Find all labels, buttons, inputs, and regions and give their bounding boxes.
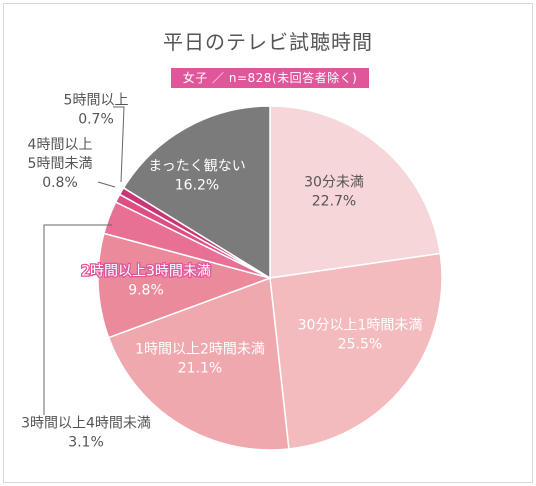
slice-value-label: 22.7% [312,194,356,210]
slice-value-label: 0.7% [78,112,114,128]
slice-category-label: 30分未満 [304,175,364,191]
slice-category-label: 5時間未満 [28,156,93,172]
slice-value-label: 9.8% [128,283,164,299]
pie-slice [122,105,271,280]
slice-category-label: 3時間以上4時間未満 [21,416,151,432]
slice-category-label: 5時間以上 [64,93,129,109]
slice-value-label: 3.1% [68,435,104,451]
slice-value-label: 21.1% [178,361,222,377]
leader-line [97,181,116,188]
slice-category-label: 2時間以上3時間未満 [81,264,211,280]
pie-slice [97,232,273,339]
slice-value-label: 0.8% [42,175,78,191]
leader-line [113,106,125,183]
chart-title: 平日のテレビ試聴時間 [163,30,373,54]
slice-category-label: 30分以上1時間未満 [298,318,423,334]
slice-category-label: まったく観ない [148,158,245,175]
chart-subtitle-badge: 女子 ／ n=828(未回答者除く) [171,68,369,88]
leader-line [43,224,112,415]
pie-slice [269,252,443,450]
slice-category-label: 1時間以上2時間未満 [135,342,265,358]
pie-slice [269,105,442,279]
slice-value-label: 25.5% [338,337,382,353]
slice-value-label: 16.2% [175,178,219,194]
slice-category-label: 4時間以上 [28,137,93,153]
